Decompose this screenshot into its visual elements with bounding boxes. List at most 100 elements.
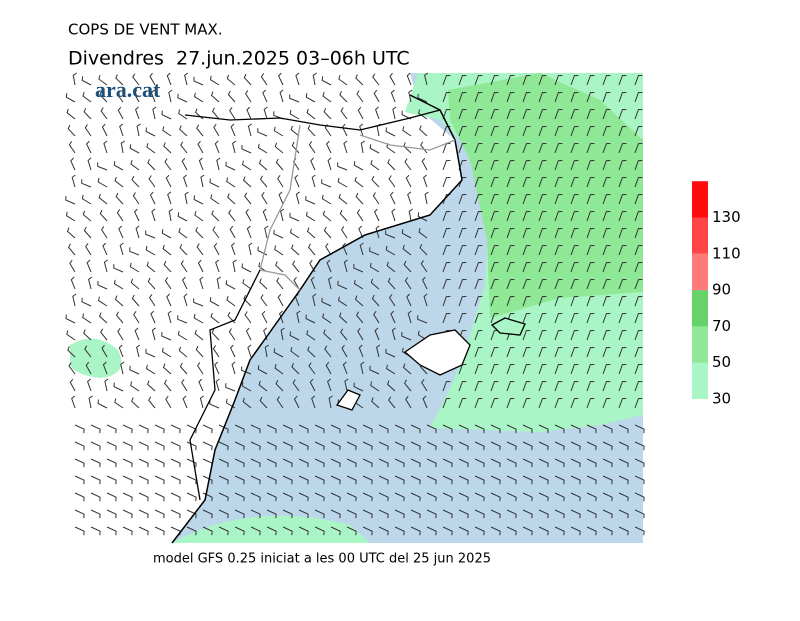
wind-barb (298, 492, 309, 502)
wind-barb (458, 296, 467, 307)
wind-barb (389, 72, 396, 86)
wind-barb (618, 228, 627, 239)
wind-barb (474, 160, 483, 171)
wind-barb (147, 277, 156, 290)
wind-barb (170, 441, 181, 451)
wind-barb (442, 458, 453, 468)
wind-barb (522, 109, 531, 120)
wind-barb (106, 475, 117, 485)
wind-barb (132, 192, 140, 205)
wind-barb (106, 526, 117, 536)
wind-barb (602, 492, 613, 502)
wind-barb (282, 424, 293, 434)
wind-barb (133, 208, 140, 222)
wind-barb (106, 458, 117, 468)
wind-barb (259, 175, 268, 188)
wind-barb (506, 475, 517, 485)
wind-barb (618, 279, 627, 290)
wind-barb (346, 492, 357, 502)
wind-barb (216, 157, 221, 171)
wind-barb (634, 475, 645, 485)
wind-barb (442, 441, 453, 451)
wind-barb (231, 361, 236, 375)
wind-barb (442, 509, 453, 519)
wind-barb (70, 157, 76, 171)
wind-barb (184, 72, 189, 86)
wind-barb (353, 264, 364, 273)
wind-barb (458, 424, 469, 434)
wind-barb (375, 106, 380, 120)
wind-barb (421, 379, 428, 392)
wind-barb (506, 296, 515, 307)
wind-barb (602, 441, 613, 451)
wind-barb (229, 107, 236, 120)
wind-barb (522, 245, 531, 256)
wind-barb (81, 76, 92, 86)
wind-barb (586, 475, 597, 485)
wind-barb (410, 492, 421, 502)
wind-barb (289, 212, 300, 222)
wind-barb (602, 228, 611, 239)
wind-barb (618, 330, 627, 341)
wind-barb (102, 242, 108, 256)
wind-barb (369, 144, 380, 154)
wind-barb (101, 123, 108, 137)
wind-barb (308, 362, 316, 375)
wind-barb (202, 424, 213, 434)
wind-barb (129, 365, 140, 375)
wind-barb (339, 91, 348, 103)
wind-barb (179, 125, 188, 137)
wind-barb (337, 177, 348, 188)
wind-barb (346, 475, 357, 485)
wind-barb (214, 361, 220, 375)
wind-barb (554, 109, 563, 120)
wind-barb (266, 526, 277, 536)
wind-barb (458, 109, 467, 120)
wind-barb (474, 526, 485, 536)
wind-barb (401, 332, 412, 341)
wind-barb (163, 379, 172, 392)
wind-barb (266, 441, 277, 451)
wind-barb (257, 365, 268, 375)
wind-barb (212, 345, 220, 358)
wind-barb (554, 458, 565, 468)
wind-barb (122, 424, 133, 434)
wind-barb (99, 312, 108, 324)
wind-barb (218, 475, 229, 485)
wind-barb (586, 262, 595, 273)
wind-barb (250, 509, 261, 519)
wind-barb (122, 458, 133, 468)
wind-barb (442, 526, 453, 536)
wind-barb (474, 398, 483, 409)
wind-barb (342, 242, 348, 256)
wind-barb (506, 245, 515, 256)
wind-barb (289, 331, 300, 341)
wind-barb (401, 110, 412, 120)
wind-barb (538, 492, 549, 502)
wind-barb (385, 348, 396, 358)
wind-barb (407, 191, 412, 205)
wind-barb (154, 441, 165, 451)
border (359, 134, 456, 151)
wind-barb (618, 441, 629, 451)
wind-barb (132, 73, 140, 86)
wind-barb (74, 424, 85, 434)
wind-barb (312, 72, 317, 86)
wind-barb (250, 424, 261, 434)
wind-barb (357, 106, 364, 120)
wind-barb (196, 124, 204, 137)
wind-barb (147, 380, 156, 392)
wind-barb (232, 140, 237, 154)
wind-barb (402, 244, 412, 256)
wind-barb (586, 509, 597, 519)
wind-barb (490, 262, 499, 273)
wind-barb (243, 176, 252, 188)
logo: ara.cat (95, 77, 161, 102)
wind-barb (522, 458, 533, 468)
wind-barb (161, 229, 172, 239)
wind-barb (314, 492, 325, 502)
wind-barb (554, 228, 563, 239)
wind-barb (197, 259, 204, 273)
wind-barb (306, 108, 316, 120)
wind-barb (586, 228, 595, 239)
